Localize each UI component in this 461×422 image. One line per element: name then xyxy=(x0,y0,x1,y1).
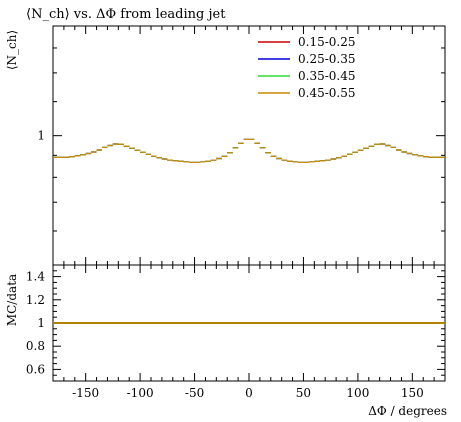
main-y-axis-label: ⟨N_ch⟩ xyxy=(5,30,19,70)
legend: 0.15-0.25 0.25-0.35 0.35-0.45 0.45-0.55 xyxy=(258,35,356,100)
legend-label: 0.25-0.35 xyxy=(298,52,356,66)
legend-label: 0.35-0.45 xyxy=(298,69,356,83)
x-tick-label: 150 xyxy=(401,386,424,400)
chart-title: ⟨N_ch⟩ vs. ΔΦ from leading jet xyxy=(26,7,226,22)
x-tick-label: 0 xyxy=(245,386,253,400)
ratio-y-tick-label: 0.6 xyxy=(26,362,45,376)
x-tick-label: 50 xyxy=(296,386,311,400)
x-tick-label: -150 xyxy=(72,386,99,400)
main-y-tick-label: 1 xyxy=(37,129,45,143)
ratio-y-tick-label: 1 xyxy=(37,316,45,330)
main-series-lines xyxy=(53,138,445,164)
series-line-0.35-0.45 xyxy=(53,138,445,164)
series-line-0.25-0.35 xyxy=(53,138,445,164)
x-tick-label: 100 xyxy=(346,386,369,400)
ratio-y-ticks: 0.6 0.8 1 1.2 1.4 xyxy=(26,270,445,376)
series-line-0.45-0.55 xyxy=(53,138,445,164)
ratio-y-tick-label: 1.4 xyxy=(26,270,45,284)
x-axis-label: ΔΦ / degrees xyxy=(368,404,447,418)
ratio-y-tick-label: 1.2 xyxy=(26,293,45,307)
series-line-0.15-0.25 xyxy=(53,138,445,164)
legend-label: 0.45-0.55 xyxy=(298,86,356,100)
main-y-ticks: 1 xyxy=(37,47,445,232)
x-tick-label: -50 xyxy=(185,386,204,400)
main-x-ticks xyxy=(63,26,435,265)
ratio-y-tick-label: 0.8 xyxy=(26,339,45,353)
ratio-y-axis-label: MC/data xyxy=(5,274,19,326)
ratio-x-ticks: -150 -100 -50 0 50 100 150 xyxy=(63,265,435,400)
x-tick-label: -100 xyxy=(127,386,154,400)
legend-label: 0.15-0.25 xyxy=(298,35,356,49)
